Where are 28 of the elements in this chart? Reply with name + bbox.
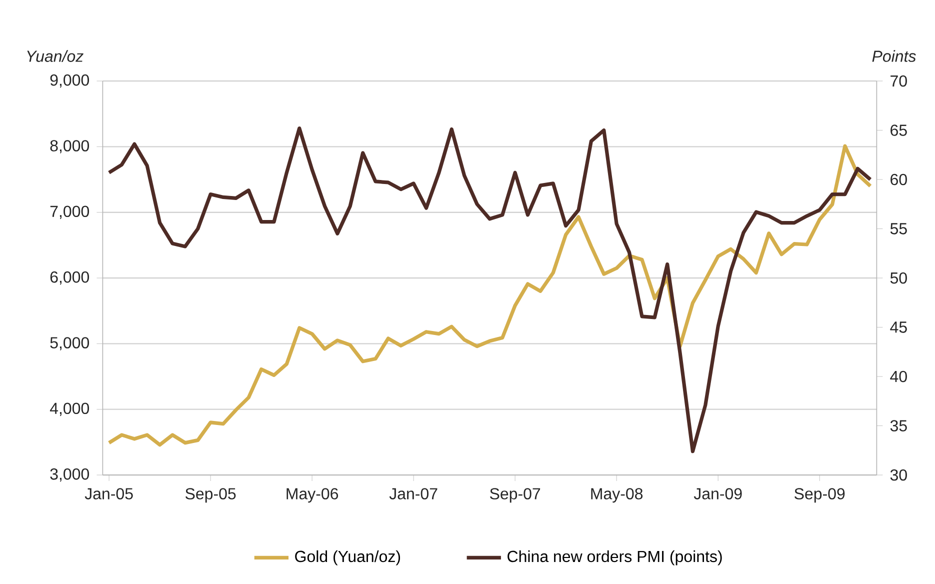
- y-tick-label: 7,000: [50, 206, 90, 219]
- y2-tick-label: 60: [890, 174, 907, 186]
- x-tick-label: Sep-05: [185, 488, 236, 503]
- x-tick-label: Jan-09: [694, 488, 742, 500]
- y2-tick-label: 70: [890, 75, 907, 87]
- y-tick-label: 5,000: [50, 337, 90, 350]
- y-tick-label: 9,000: [50, 74, 90, 88]
- x-tick-label: May-08: [591, 488, 643, 503]
- y-axis-title: Yuan/oz: [27, 50, 84, 62]
- y-tick-label: 4,000: [50, 402, 90, 416]
- y-tick-label: 3,000: [50, 468, 90, 482]
- y2-tick-label: 55: [890, 223, 907, 234]
- y2-tick-label: 65: [890, 124, 907, 136]
- legend-label: Gold (Yuan/oz): [295, 550, 400, 566]
- y2-tick-label: 35: [890, 420, 907, 432]
- x-tick-label: Jan-07: [389, 488, 438, 500]
- x-tick-label: Jan-05: [84, 488, 133, 500]
- legend-label: China new orders PMI (points): [508, 550, 722, 566]
- y2-tick-label: 45: [890, 322, 907, 333]
- y2-tick-label: 30: [890, 469, 907, 481]
- y2-tick-label: 50: [890, 272, 907, 284]
- x-tick-label: May-06: [286, 488, 338, 503]
- y-tick-label: 8,000: [50, 140, 90, 154]
- y-tick-label: 6,000: [50, 271, 90, 285]
- y2-axis-title: Points: [872, 50, 916, 62]
- x-tick-label: Sep-07: [490, 488, 540, 503]
- y2-tick-label: 40: [890, 370, 907, 382]
- x-tick-label: Sep-09: [794, 488, 845, 503]
